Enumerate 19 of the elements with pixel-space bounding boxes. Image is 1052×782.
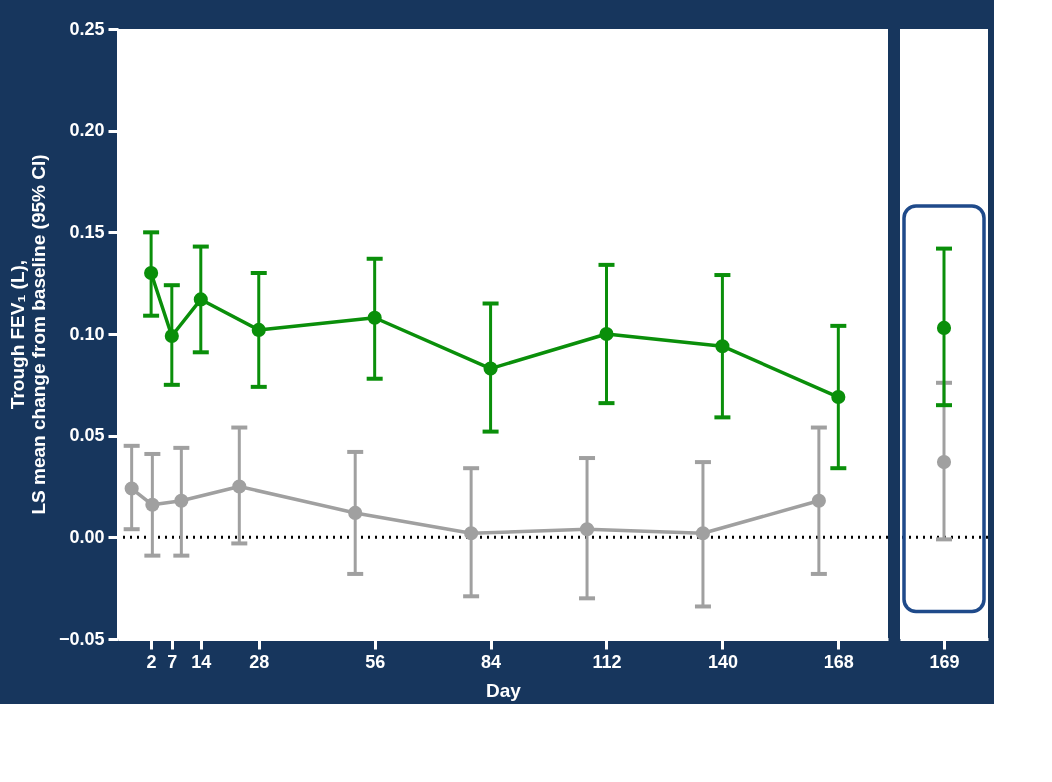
y-tick-label: 0.25 — [69, 18, 105, 39]
y-tick-label: 0.10 — [69, 323, 105, 344]
y-tick-label: 0.00 — [69, 526, 105, 547]
x-tick-label: 169 — [929, 651, 960, 672]
x-tick-label: 28 — [249, 651, 270, 672]
x-tick-label: 2 — [146, 651, 157, 672]
x-tick-label: 7 — [167, 651, 178, 672]
x-tick-label: 168 — [823, 651, 854, 672]
x-tick-label: 14 — [191, 651, 212, 672]
x-tick-label: 84 — [481, 651, 502, 672]
y-tick-label: −0.05 — [58, 628, 105, 649]
x-axis-title: Day — [486, 679, 522, 701]
y-axis-title: Trough FEV₁ (L), LS mean change from baseline (95% CI) — [6, 154, 49, 515]
y-tick-label: 0.05 — [69, 425, 105, 446]
y-tick-label: 0.15 — [69, 221, 105, 242]
x-tick-label: 140 — [707, 651, 738, 672]
y-tick-label: 0.20 — [69, 120, 105, 141]
x-tick-label: 112 — [592, 651, 622, 672]
x-tick-label: 56 — [365, 651, 386, 672]
